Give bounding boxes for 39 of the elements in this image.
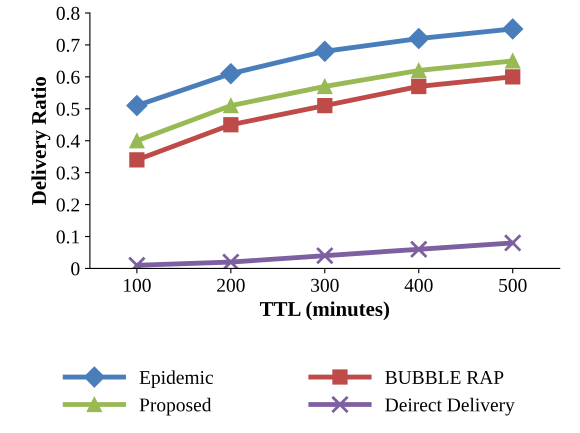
legend-label: BUBBLE RAP: [385, 370, 504, 384]
point: [222, 253, 240, 268]
point: [410, 240, 428, 258]
point: [408, 28, 430, 50]
y-tick-label: 0: [71, 262, 80, 276]
point: [223, 117, 238, 132]
x-tick-label: 200: [217, 278, 245, 292]
y-axis-title: Delivery Ratio: [31, 77, 50, 205]
point: [411, 78, 426, 94]
point: [220, 63, 242, 84]
x-tick-label: 500: [499, 278, 527, 292]
point: [129, 133, 145, 148]
y-tick-label: 0.2: [56, 198, 80, 212]
x-tick-label: 300: [311, 278, 339, 292]
point: [223, 98, 238, 114]
y-tick-label: 0.5: [56, 102, 80, 116]
y-tick-label: 0.4: [56, 134, 80, 148]
point: [411, 62, 426, 78]
x-tick-label: 100: [124, 278, 151, 292]
y-tick-label: 0.8: [56, 6, 80, 20]
point: [504, 234, 522, 252]
point: [314, 40, 336, 62]
legend-label: Epidemic: [140, 370, 213, 388]
y-tick-label: 0.1: [56, 230, 80, 244]
x-axis-title: TTL (minutes): [260, 301, 389, 320]
y-tick-label: 0.7: [56, 38, 80, 52]
point: [317, 98, 332, 114]
point: [502, 18, 524, 40]
point: [129, 152, 145, 168]
y-tick-label: 0.3: [56, 166, 80, 180]
legend-label: Proposed: [140, 398, 212, 416]
legend-label: Deirect Delivery: [385, 398, 515, 416]
point: [505, 69, 520, 84]
point: [126, 95, 148, 116]
point: [316, 246, 334, 265]
y-tick-label: 0.6: [56, 70, 80, 84]
x-tick-label: 400: [404, 278, 433, 292]
point: [317, 78, 332, 94]
point: [505, 53, 520, 69]
